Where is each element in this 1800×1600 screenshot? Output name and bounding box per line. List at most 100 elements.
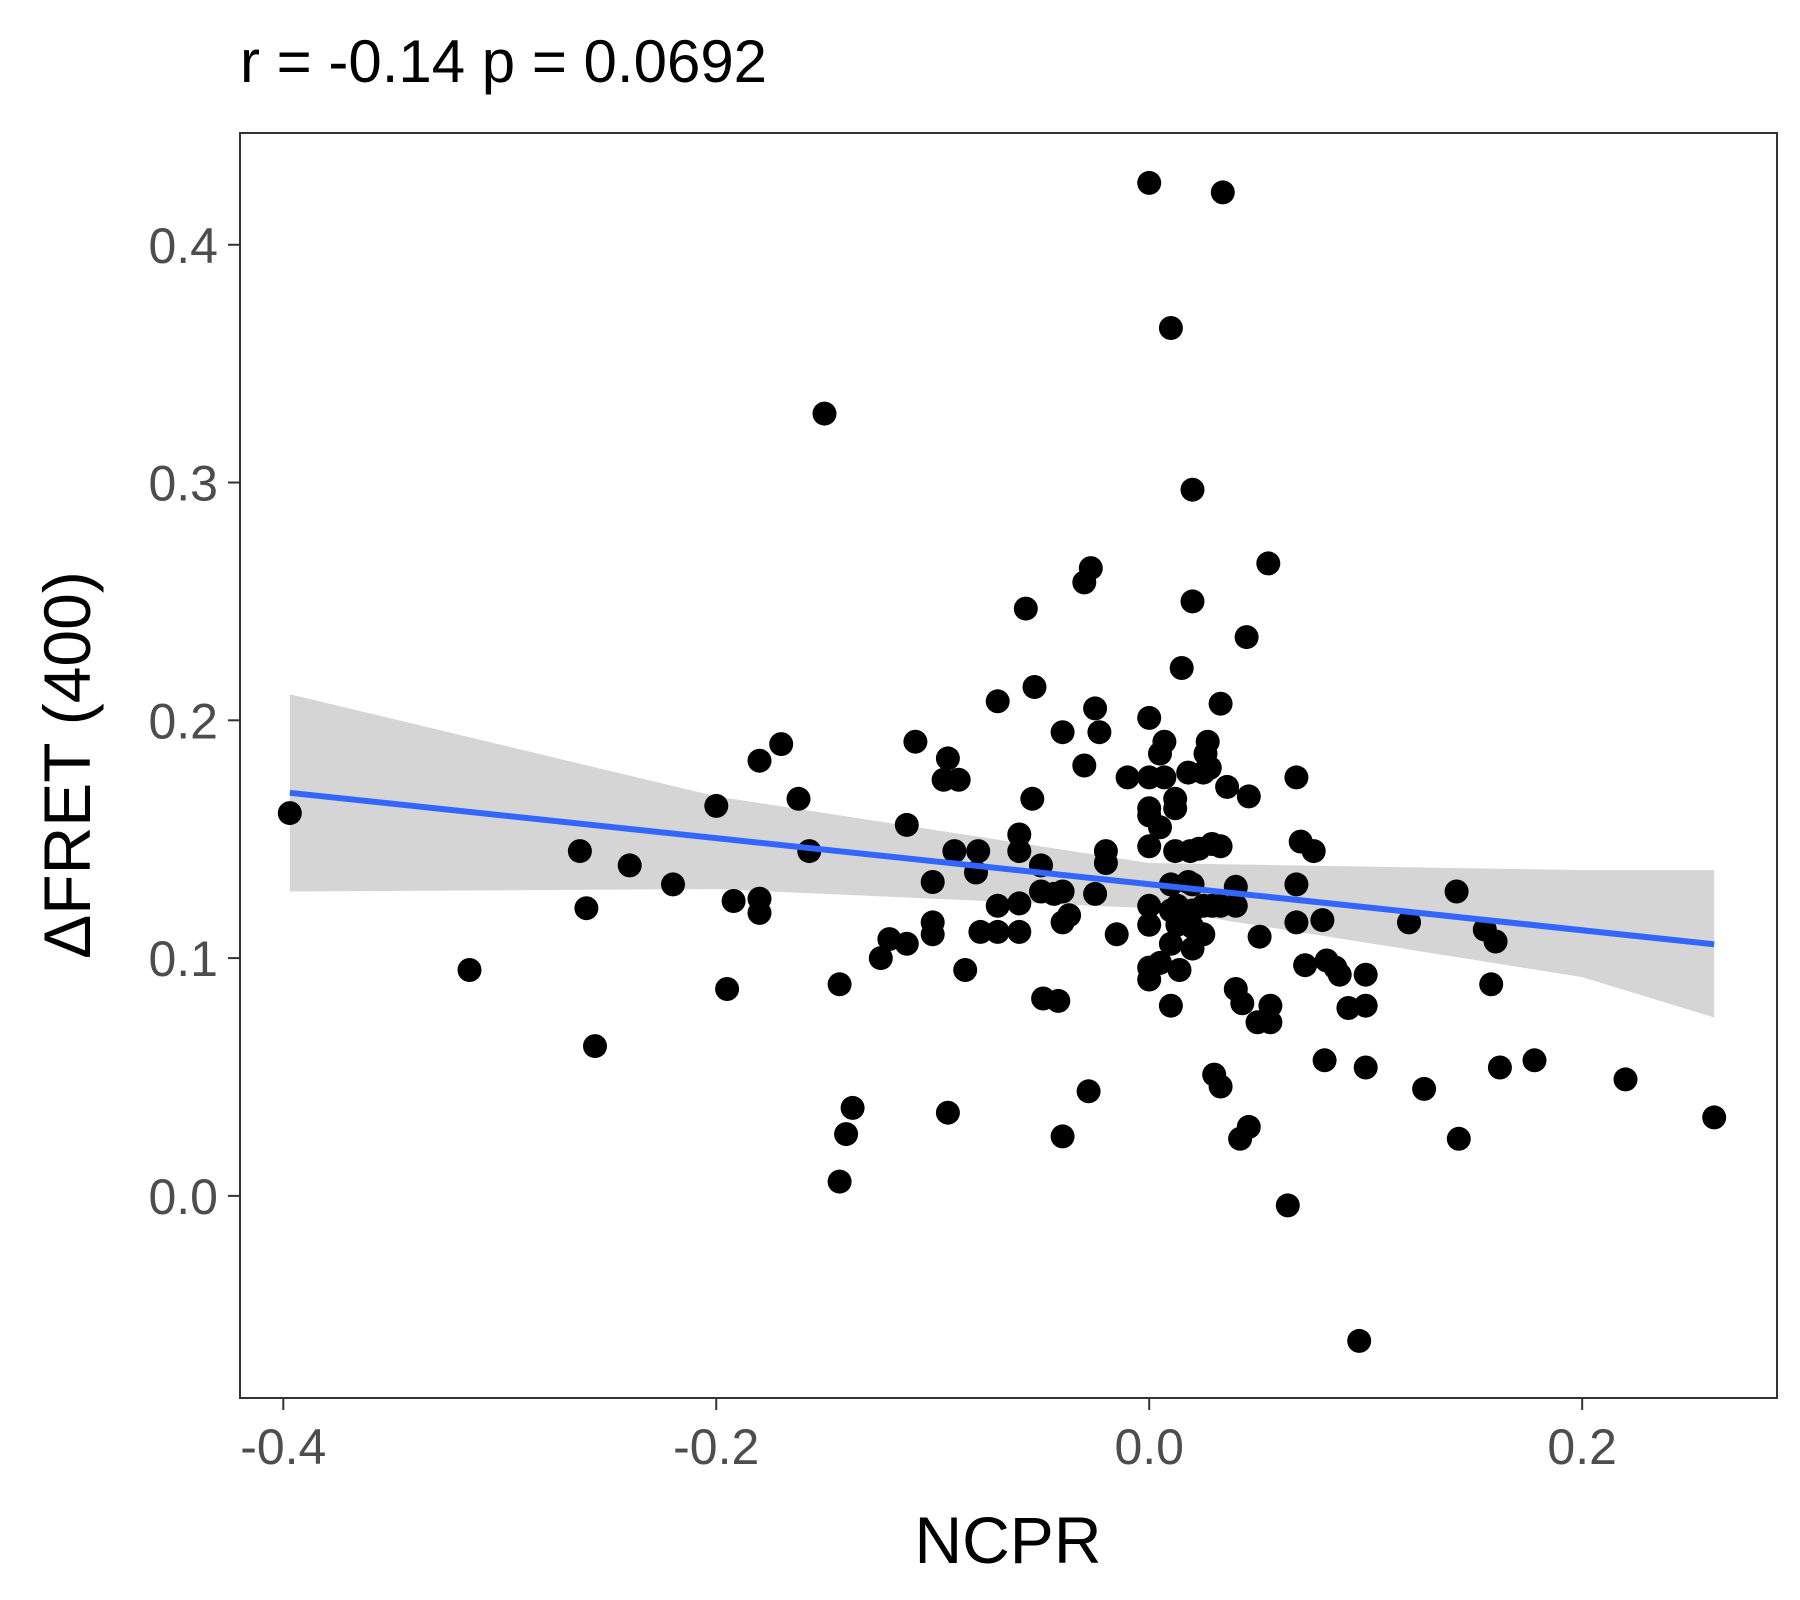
y-tick-label: 0.1 [148, 931, 218, 987]
data-point [1353, 1055, 1378, 1080]
data-point [1163, 796, 1188, 821]
data-point [920, 870, 945, 894]
data-point [1078, 556, 1103, 581]
data-point [840, 1095, 865, 1120]
fit-line-layer [289, 789, 1715, 948]
data-point [1169, 656, 1194, 680]
panel-border [239, 132, 1778, 1399]
data-point [1487, 1055, 1512, 1080]
y-tick-label: 0.2 [148, 693, 218, 749]
x-axis-title: NCPR [914, 1503, 1101, 1577]
data-point [1007, 919, 1032, 944]
data-point [1093, 851, 1118, 875]
data-point [1236, 784, 1261, 809]
data-point [894, 812, 919, 837]
x-tick-label: 0.2 [1547, 1419, 1617, 1475]
data-point [1284, 910, 1309, 935]
data-point [1057, 903, 1082, 928]
y-tick-label: 0.4 [148, 218, 218, 274]
data-point [1137, 893, 1162, 918]
y-tick-label: 0.0 [148, 1169, 218, 1225]
data-point [1191, 922, 1216, 947]
data-point [1208, 691, 1233, 716]
data-point [1479, 972, 1504, 997]
data-point [1215, 774, 1240, 799]
data-point [935, 746, 960, 771]
data-point [935, 1100, 960, 1125]
data-point [769, 732, 794, 757]
data-point [920, 922, 945, 947]
data-point [1284, 765, 1309, 790]
data-point [1050, 879, 1075, 904]
data-point [985, 919, 1010, 944]
data-point [1310, 908, 1335, 933]
data-point [1613, 1067, 1638, 1092]
data-point [1137, 834, 1162, 859]
data-point [946, 767, 971, 792]
data-point [1353, 962, 1378, 987]
data-point [1148, 950, 1172, 975]
data-point [1256, 551, 1281, 576]
data-point [1050, 1124, 1075, 1149]
data-point [1180, 872, 1205, 897]
data-point [1180, 477, 1205, 502]
data-point [747, 900, 772, 925]
confidence-band [289, 694, 1715, 1018]
data-point [812, 401, 837, 426]
data-point [1247, 924, 1272, 949]
data-point [1083, 881, 1108, 906]
data-point [1137, 705, 1162, 730]
data-point [1444, 879, 1469, 904]
data-point [985, 893, 1010, 918]
data-point [704, 793, 729, 818]
data-point [1195, 729, 1220, 754]
data-point [1007, 891, 1032, 916]
data-point [1152, 729, 1177, 754]
data-point [942, 839, 967, 864]
data-point [953, 958, 978, 982]
data-point [1258, 1010, 1283, 1035]
data-point [1208, 1074, 1233, 1099]
data-point [1022, 675, 1047, 699]
points-layer [277, 170, 1727, 1353]
x-tick-label: -0.4 [240, 1419, 326, 1475]
data-point [661, 872, 685, 897]
data-point [1167, 958, 1192, 982]
data-point [1234, 625, 1259, 650]
data-point [1208, 834, 1233, 859]
data-point [1158, 931, 1183, 956]
data-point [1412, 1076, 1437, 1101]
y-axis: 0.0 0.1 0.2 0.3 0.4 [148, 218, 240, 1225]
data-point [903, 729, 928, 754]
confidence-band-layer [289, 694, 1715, 1018]
data-point [1180, 589, 1205, 614]
data-point [1148, 815, 1172, 840]
data-point [1446, 1126, 1471, 1151]
y-axis-title: ΔFRET (400) [30, 571, 104, 959]
data-point [457, 958, 482, 982]
data-point [1327, 962, 1352, 987]
data-point [1087, 720, 1112, 745]
data-point [715, 977, 740, 1001]
data-point [1083, 696, 1108, 721]
data-point [1007, 822, 1032, 847]
data-point [827, 1169, 852, 1194]
data-point [1284, 872, 1309, 897]
y-tick-label: 0.3 [148, 456, 218, 512]
data-point [894, 931, 919, 956]
data-point [1197, 755, 1222, 780]
data-point [1702, 1105, 1727, 1130]
data-point [1046, 988, 1071, 1013]
data-point [1137, 170, 1162, 195]
fit-line [289, 789, 1715, 948]
data-point [1158, 316, 1183, 340]
data-point [1236, 1114, 1261, 1139]
data-point [1013, 596, 1038, 621]
data-point [1353, 993, 1378, 1018]
data-point [1230, 991, 1255, 1016]
x-tick-label: 0.0 [1114, 1419, 1184, 1475]
data-point [968, 919, 993, 944]
data-point [834, 1122, 859, 1147]
data-point [985, 689, 1010, 714]
